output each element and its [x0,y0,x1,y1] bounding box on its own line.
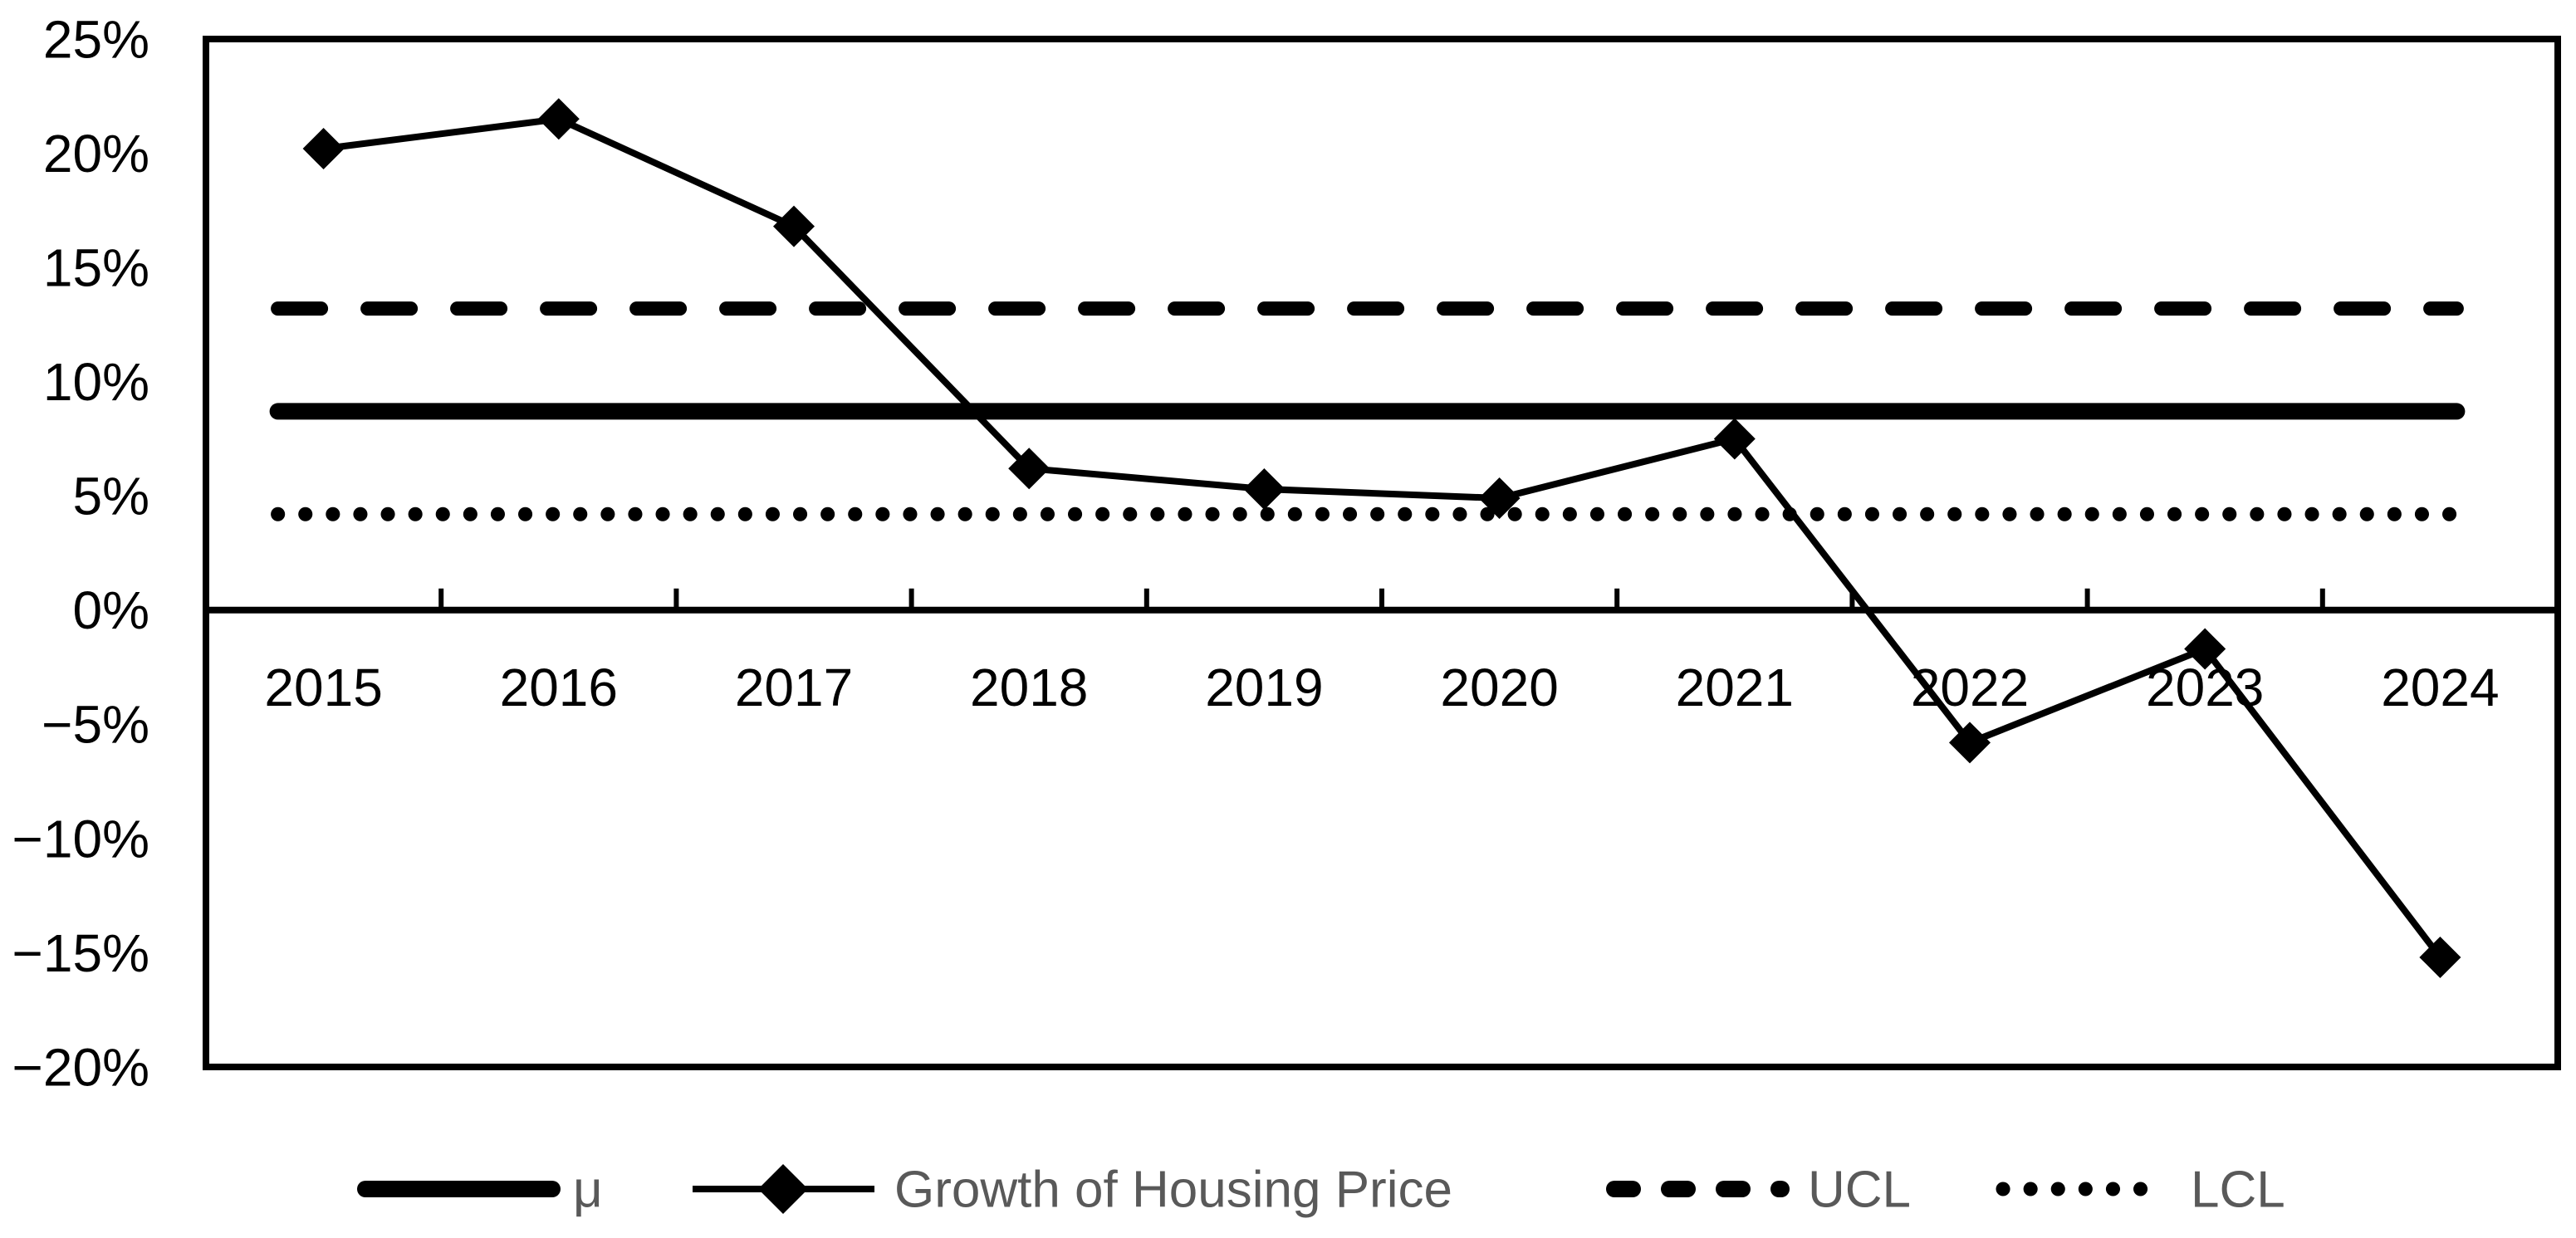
data-point-2020 [1478,477,1521,519]
data-point-2019 [1243,467,1286,510]
legend-item-ucl: UCL [1606,1162,1911,1219]
data-point-2017 [773,205,815,247]
diamond-marker-icon [758,1164,808,1214]
x-axis-label: 2024 [2381,658,2499,717]
chart-legend: μ Growth of Housing Price UCL LCL [357,1162,2285,1219]
y-axis-label: 5% [73,467,150,526]
data-point-2018 [1008,448,1050,490]
plot-border [203,36,2561,1070]
data-point-2021 [1713,418,1756,460]
legend-label-ucl: UCL [1808,1162,1911,1219]
legend-item-mu: μ [357,1162,603,1219]
growth-series-line [320,115,2444,961]
y-axis-label: −5% [42,695,149,755]
data-point-2024 [2419,936,2461,978]
y-axis-label: 15% [43,238,149,298]
legend-label-growth: Growth of Housing Price [894,1162,1452,1219]
x-axis-label: 2016 [500,658,618,717]
x-axis-label: 2015 [264,658,382,717]
x-axis-label: 2018 [970,658,1088,717]
y-axis-label: −10% [12,809,149,869]
data-point-2022 [1949,722,1991,764]
data-point-2015 [302,128,345,170]
y-axis-label: 0% [73,580,150,640]
x-axis-label: 2019 [1205,658,1323,717]
plot-area: 25% 20% 15% 10% 5% 0% −5% −10% −15% −20% 2015 2016 2… [12,9,2561,1097]
data-point-2023 [2184,628,2226,670]
legend-label-lcl: LCL [2191,1162,2285,1219]
legend-item-lcl: LCL [1996,1162,2285,1219]
x-axis-label: 2017 [735,658,853,717]
y-axis-label: 10% [43,352,149,412]
y-axis-label: 20% [43,124,149,183]
data-point-2016 [537,98,580,140]
legend-item-growth: Growth of Housing Price [693,1162,1452,1219]
y-axis-label: 25% [43,9,149,69]
x-axis-label: 2020 [1440,658,1558,717]
y-axis-label: −20% [12,1037,149,1097]
x-axis-label: 2021 [1676,658,1794,717]
legend-label-mu: μ [573,1162,603,1219]
y-axis-label: −15% [12,923,149,983]
